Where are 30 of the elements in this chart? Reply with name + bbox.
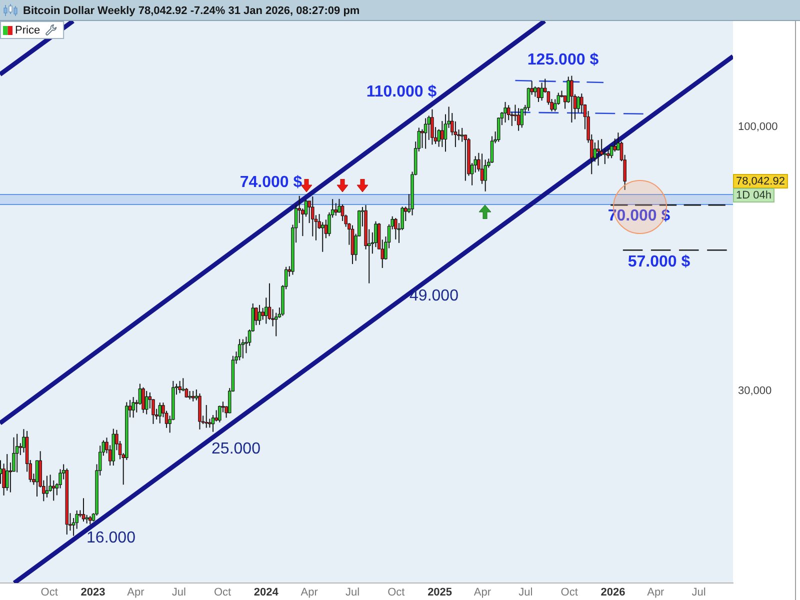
annotation: 16.000 xyxy=(86,529,136,546)
x-tick-label: Jul xyxy=(692,586,706,599)
text: 1D 04h xyxy=(736,190,772,202)
x-tick-label: Apr xyxy=(647,586,665,599)
x-tick-label: Apr xyxy=(474,586,492,599)
candlestick xyxy=(430,108,434,146)
candlestick xyxy=(504,101,507,123)
x-tick-label: 2024 xyxy=(254,586,280,599)
x-tick-label: Jul xyxy=(345,586,360,599)
x-tick-label: Oct xyxy=(388,586,405,599)
annotation: 25.000 xyxy=(212,440,261,458)
chart-title: Bitcoin Dollar Weekly 78,042.92 -7.24% 31 Jan 2026, 08:27:09 pm xyxy=(23,5,360,18)
x-tick-label: Oct xyxy=(560,586,578,599)
annotation: 57.000 $ xyxy=(628,253,690,270)
y-tick-label: 100,000 xyxy=(738,120,778,133)
x-tick-label: 2025 xyxy=(428,586,452,599)
y-tick-label: 30,000 xyxy=(738,384,772,397)
x-tick-label: 2023 xyxy=(80,586,106,599)
x-tick-label: Oct xyxy=(40,586,58,599)
x-tick-label: 2026 xyxy=(600,586,626,599)
x-tick-label: Oct xyxy=(214,586,232,599)
annotation: 110.000 $ xyxy=(366,83,437,100)
annotation: 74.000 $ xyxy=(240,174,302,191)
text: 78,042.92 xyxy=(736,176,785,188)
x-tick-label: Jul xyxy=(172,586,186,599)
x-tick-label: Jul xyxy=(518,586,533,599)
x-tick-label: Apr xyxy=(300,586,318,599)
x-tick-label: Apr xyxy=(127,586,145,599)
legend-label: Price xyxy=(15,24,40,37)
annotation: 125.000 $ xyxy=(527,51,599,68)
